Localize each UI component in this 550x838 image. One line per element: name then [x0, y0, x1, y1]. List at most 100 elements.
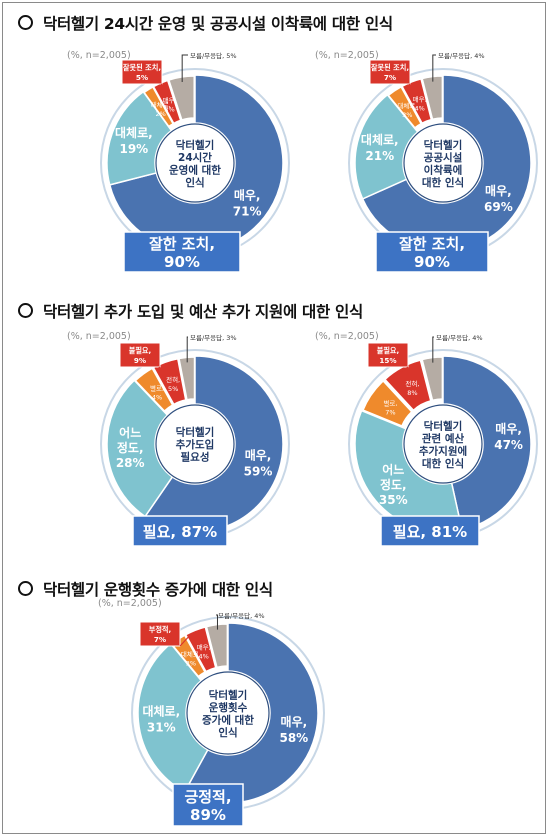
slice-value-label: 69% [484, 200, 513, 214]
pie-slice [167, 75, 195, 121]
summary-callout-box [132, 515, 228, 547]
circle-bullet-icon [18, 303, 33, 318]
chart-note: (%, n=2,005) [315, 50, 379, 61]
dont-know-leader [216, 614, 218, 630]
small-slice-label: 대체로, [181, 650, 201, 658]
small-slice-value-label: 2% [156, 110, 166, 118]
small-slice-label: 매우, [163, 96, 177, 104]
small-slice-label: 대체로, [151, 101, 171, 109]
slice-value-label: 21% [365, 149, 394, 163]
negative-callout-label: 잘못된 조치, [371, 63, 409, 72]
pie-slice [184, 626, 217, 673]
donut-center [155, 123, 235, 203]
negative-callout-label: 불필요, [129, 346, 152, 355]
small-slice-value-label: 4% [415, 104, 425, 112]
slice-label: 대체로, [115, 125, 153, 140]
negative-callout-label: 잘못된 조치, [123, 63, 161, 72]
dont-know-leader [181, 54, 188, 83]
summary-callout-box [375, 231, 489, 273]
slice-value-label: 28% [116, 456, 145, 470]
donut-center [403, 404, 483, 484]
negative-callout-value: 9% [134, 356, 146, 365]
pie-slice [134, 367, 174, 413]
pie-slice [106, 379, 174, 518]
small-slice-value-label: 5% [168, 385, 178, 393]
small-slice-value-label: 3% [164, 105, 174, 113]
pie-slice [383, 359, 432, 412]
slice-label: 정도, [380, 477, 407, 492]
dont-know-label: 모름/무응답, 4% [438, 52, 485, 60]
center-label-line: 닥터헬기 [424, 419, 463, 432]
chart-note: (%, n=2,005) [315, 331, 379, 342]
small-slice-label: 별로, [383, 399, 397, 408]
pie-slice [106, 90, 173, 186]
summary-callout-label: 잘한 조치, [149, 235, 215, 253]
small-slice-label: 전혀, [166, 375, 180, 384]
center-label-line: 대한 인식 [422, 457, 464, 470]
negative-callout-value: 7% [154, 635, 166, 644]
chart-note: (%, n=2,005) [98, 598, 162, 609]
center-label-line: 추가도입 [176, 438, 215, 451]
dont-know-leader [186, 336, 188, 363]
slice-label: 대체로, [142, 703, 180, 718]
slice-label: 어느 [119, 425, 141, 440]
pie-slice [108, 74, 284, 252]
summary-callout-value: 89% [190, 806, 226, 824]
center-label-line: 대한 인식 [422, 176, 464, 189]
negative-callout-value: 5% [136, 73, 148, 82]
negative-callout-label: 불필요, [377, 346, 400, 355]
center-label-line: 관련 예산 [422, 432, 465, 445]
donut-center [155, 404, 235, 484]
summary-callout-value: 90% [414, 253, 450, 271]
circle-bullet-icon [18, 581, 33, 596]
pie-slice [362, 379, 413, 427]
summary-callout-box [380, 515, 480, 547]
summary-callout-label: 잘한 조치, [399, 235, 465, 253]
dont-know-label: 모름/무응답, 4% [218, 612, 265, 620]
negative-callout-label: 부정적, [149, 625, 172, 634]
center-label-line: 운행횟수 [209, 701, 248, 714]
negative-callout-box [367, 342, 409, 368]
pie-slice [354, 93, 419, 200]
summary-callout-label: 필요, 81% [393, 523, 467, 541]
pie-slice [387, 85, 423, 129]
section-title-1: 닥터헬기 24시간 운영 및 공공시설 이착륙에 대한 인식 [18, 12, 393, 34]
negative-callout-leader [156, 366, 161, 370]
negative-callout-box [139, 621, 181, 647]
center-label-line: 이착륙에 [424, 163, 463, 176]
slice-label: 매우, [485, 183, 512, 198]
slice-value-label: 71% [233, 204, 262, 218]
center-label-line: 추가지원에 [419, 444, 467, 457]
dont-know-label: 모름/무응답, 3% [190, 334, 237, 342]
small-slice-label: 별로, [150, 383, 164, 392]
small-slice-label: 매우, [413, 95, 427, 103]
small-slice-value-label: 3% [402, 111, 412, 119]
small-slice-value-label: 4% [199, 653, 209, 661]
section-title-2: 닥터헬기 추가 도입 및 예산 추가 지원에 대한 인식 [18, 300, 363, 322]
negative-callout-value: 7% [384, 73, 396, 82]
slice-value-label: 31% [147, 720, 176, 734]
small-slice-value-label: 7% [385, 409, 395, 417]
chart-note: (%, n=2,005) [67, 331, 131, 342]
circle-bullet-icon [18, 15, 33, 30]
dont-know-leader [432, 336, 434, 363]
negative-callout-leader [387, 366, 409, 382]
center-label-line: 닥터헬기 [209, 688, 248, 701]
pie-slice [442, 355, 532, 531]
negative-callout-leader [156, 83, 163, 89]
slice-value-label: 35% [379, 493, 408, 507]
center-label-line: 필요성 [181, 451, 210, 464]
center-label-line: 인식 [218, 726, 237, 739]
slice-value-label: 47% [494, 438, 523, 452]
center-label-line: 운영에 대한 [169, 163, 221, 176]
center-label-line: 닥터헬기 [176, 138, 215, 151]
pie-slice [421, 75, 444, 121]
small-slice-value-label: 8% [407, 389, 417, 397]
negative-callout-box [119, 342, 161, 368]
summary-callout-box [172, 783, 244, 827]
slice-label: 정도, [117, 440, 144, 455]
slice-label: 매우, [245, 448, 272, 463]
summary-callout-value: 90% [164, 253, 200, 271]
pie-slice [205, 623, 229, 669]
negative-callout-value: 15% [379, 356, 396, 365]
